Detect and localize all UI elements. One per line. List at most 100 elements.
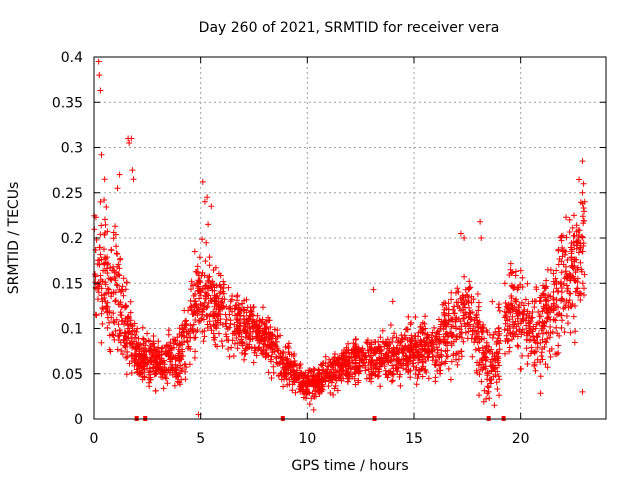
data-point xyxy=(407,367,414,374)
data-point xyxy=(357,356,364,362)
data-point xyxy=(145,337,152,344)
data-point xyxy=(451,310,458,317)
data-point xyxy=(496,330,503,337)
data-point xyxy=(443,305,450,312)
data-point xyxy=(580,180,587,187)
data-point xyxy=(242,327,249,333)
data-point xyxy=(207,283,214,290)
data-point xyxy=(217,299,224,306)
data-point xyxy=(336,357,343,363)
data-point xyxy=(549,329,556,335)
data-point xyxy=(420,363,427,370)
data-point xyxy=(139,324,146,331)
data-point xyxy=(425,375,432,382)
data-point xyxy=(121,304,128,311)
data-point xyxy=(365,366,372,373)
data-point xyxy=(102,230,109,236)
data-point xyxy=(138,346,145,352)
data-point xyxy=(285,340,292,347)
data-point xyxy=(551,316,557,323)
data-point xyxy=(417,323,424,330)
data-point xyxy=(575,249,582,256)
data-point xyxy=(104,261,111,268)
data-point xyxy=(194,279,200,286)
data-point xyxy=(131,331,138,338)
data-point xyxy=(178,356,185,363)
data-point xyxy=(577,297,584,303)
data-point xyxy=(505,337,512,344)
data-point xyxy=(400,350,407,357)
data-point xyxy=(406,344,413,351)
data-point xyxy=(393,334,400,341)
data-point xyxy=(579,280,586,287)
data-point xyxy=(119,351,126,358)
data-point xyxy=(242,345,249,352)
data-point xyxy=(205,274,212,281)
data-point xyxy=(231,328,238,335)
data-point xyxy=(348,349,355,356)
data-point xyxy=(116,171,123,178)
data-point xyxy=(473,335,479,342)
data-point xyxy=(535,309,542,315)
data-point xyxy=(215,313,222,320)
data-point xyxy=(213,282,220,289)
data-point xyxy=(512,272,519,279)
data-point xyxy=(115,333,122,340)
data-point xyxy=(345,340,352,347)
data-point xyxy=(247,336,254,343)
data-point xyxy=(475,321,482,328)
data-point xyxy=(569,246,575,253)
data-point xyxy=(486,349,493,355)
data-point xyxy=(188,286,194,293)
data-point xyxy=(141,367,148,373)
data-point xyxy=(397,382,404,389)
data-point xyxy=(305,383,311,390)
data-point xyxy=(101,246,107,253)
data-point xyxy=(393,351,400,358)
data-point xyxy=(284,357,291,364)
data-point xyxy=(539,336,546,343)
data-point xyxy=(93,312,100,319)
data-point xyxy=(502,350,508,357)
data-point xyxy=(152,387,159,394)
data-point xyxy=(377,346,384,353)
data-point xyxy=(352,359,359,366)
data-point xyxy=(566,297,573,304)
data-point xyxy=(103,204,110,210)
data-point xyxy=(514,286,521,293)
data-point xyxy=(113,250,120,257)
data-point xyxy=(393,368,400,374)
data-point xyxy=(579,158,586,165)
data-point xyxy=(125,322,131,329)
data-point xyxy=(450,351,457,357)
data-point xyxy=(577,240,584,247)
data-point xyxy=(119,283,126,290)
data-point xyxy=(465,298,472,304)
data-point xyxy=(462,309,468,316)
data-point xyxy=(127,309,134,316)
data-point xyxy=(338,366,345,373)
data-point xyxy=(225,346,232,352)
data-point xyxy=(407,345,414,352)
data-point xyxy=(194,263,201,270)
data-point xyxy=(513,323,520,330)
data-point xyxy=(189,325,196,332)
data-point xyxy=(205,278,212,285)
data-point xyxy=(542,361,549,368)
data-point xyxy=(207,311,214,318)
data-point xyxy=(218,284,224,290)
data-point xyxy=(331,385,338,392)
data-point xyxy=(205,221,212,228)
data-point xyxy=(120,275,127,282)
data-point xyxy=(116,327,123,333)
data-point xyxy=(544,314,551,321)
data-point xyxy=(466,304,472,311)
data-point xyxy=(448,358,455,365)
data-point xyxy=(96,72,103,79)
data-point xyxy=(419,373,426,380)
data-point xyxy=(544,364,551,371)
data-point xyxy=(187,334,194,341)
data-point xyxy=(178,376,185,383)
data-point xyxy=(268,375,275,381)
data-point xyxy=(523,345,530,352)
